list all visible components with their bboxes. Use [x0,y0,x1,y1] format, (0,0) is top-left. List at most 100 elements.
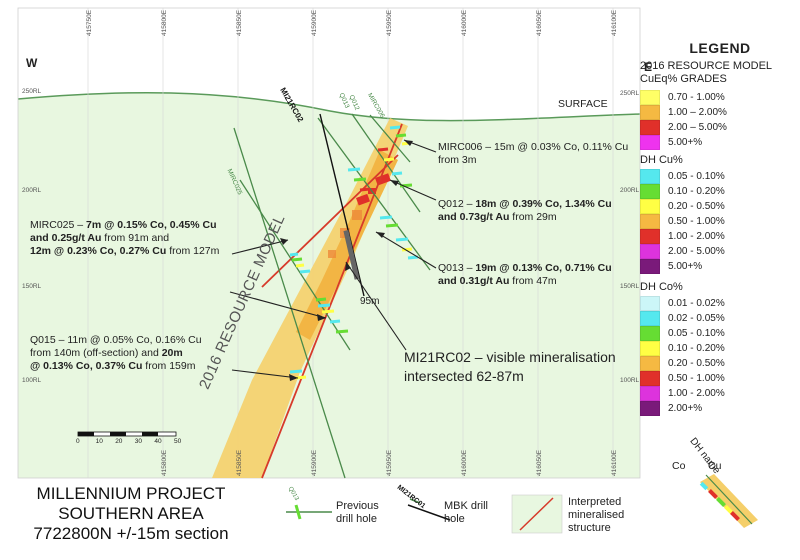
legend-cu-swatch [640,258,660,274]
legend-co-item-2: 0.05 - 0.10% [640,325,725,341]
scale-tick-0: 0 [76,438,80,445]
surface-line [17,91,641,122]
title-line1: MILLENNIUM PROJECT [36,484,226,503]
legend-cu-swatch [640,168,660,184]
legend-resource-title: 2016 RESOURCE MODEL [640,60,773,72]
easting-top-0: 415750E [86,9,93,36]
annotation-q012-bold1: 18m @ 0.39% Co, 1.34% Cu [475,198,612,210]
key-graphics [286,494,563,534]
legend-co-label: 0.50 - 1.00% [668,372,725,384]
annotation-mirc025-pre: MIRC025 – [30,219,87,231]
key-mbk-line2: hole [444,513,465,525]
legend-resource-item-2: 2.00 – 5.00% [640,119,727,135]
legend-co-label: 1.00 - 2.00% [668,387,725,399]
annotation-q015-post3: from 159m [142,360,196,372]
key-structure: Interpreted mineralised structure [568,496,624,535]
annotation-q013-post: from 47m [509,275,557,287]
west-label: W [26,56,38,70]
annotation-q015-bold2: 20m [161,347,183,359]
easting-bottom-3: 415950E [386,449,393,476]
annotation-q015-line1: Q015 – 11m @ 0.05% Co, 0.16% Cu [30,334,202,346]
legend-resource-label: 1.00 – 2.00% [668,106,727,118]
legend-resource-swatch [640,134,660,150]
annotation-q015-line2: from 140m (off-section) and [30,347,162,359]
depth-label-95m: 95m [360,296,380,307]
legend-co-item-4: 0.20 - 0.50% [640,355,725,371]
legend-co-swatch [640,325,660,341]
legend-co-item-5: 0.50 - 1.00% [640,370,725,386]
legend-co-label: 0.10 - 0.20% [668,342,725,354]
easting-bottom-6: 416100E [611,449,618,476]
rl-label-200-left: 200RL [22,187,42,194]
key-structure-line1: Interpreted [568,496,622,508]
annotation-mirc006-line1: MIRC006 – 15m @ 0.03% Co, 0.11% Cu [438,141,629,153]
legend-resource-swatch [640,89,660,105]
title-line3: 7722800N +/-15m section [33,524,229,543]
legend-co-swatch [640,340,660,356]
key-structure-line2: mineralised [568,509,625,521]
key-mbk-hole: MBK drill hole [444,500,488,526]
annotation-q015-bold3: @ 0.13% Co, 0.37% Cu [30,360,143,372]
annotation-mirc025-post2: from 91m and [101,232,170,244]
legend-cu-item-1: 0.10 - 0.20% [640,183,725,199]
leader-lines [229,139,437,379]
legend-resource-label: 5.00+% [668,136,703,148]
legend-dh-co: Co [672,460,686,472]
legend-co-swatch [640,295,660,311]
legend-cu-item-4: 1.00 - 2.00% [640,228,725,244]
annotation-q012-post: from 29m [509,211,557,223]
annotation-mirc025: MIRC025 – 7m @ 0.15% Co, 0.45% Cu and 0.… [30,219,219,258]
legend-co-label: 0.01 - 0.02% [668,297,725,309]
legend-co-item-6: 1.00 - 2.00% [640,385,725,401]
annotation-mi21rc02-line2: intersected 62-87m [404,368,524,384]
easting-bottom-4: 416000E [461,449,468,476]
easting-top-3: 415900E [311,9,318,36]
legend-co-label: 2.00+% [668,402,703,414]
key-structure-line3: structure [568,522,611,534]
rl-label-150-left: 150RL [22,283,42,290]
rl-label-250-left: 250RL [22,88,42,95]
legend-cu-label: 1.00 - 2.00% [668,230,725,242]
legend-cu-swatch [640,243,660,259]
key-previous-line1: Previous [336,500,379,512]
legend-co-label: 0.20 - 0.50% [668,357,725,369]
scale-tick-10: 10 [95,438,103,445]
annotation-mirc006-line2: from 3m [438,154,477,166]
legend-resource-sub: CuEq% GRADES [640,73,727,85]
legend-cu-label: 0.05 - 0.10% [668,170,725,182]
legend-resource-label: 0.70 - 1.00% [668,91,725,103]
legend-co-item-3: 0.10 - 0.20% [640,340,725,356]
hole-q012-trace [351,113,421,213]
annotation-q012: Q012 – 18m @ 0.39% Co, 1.34% Cu and 0.73… [438,198,612,224]
legend-cu-label: 0.50 - 1.00% [668,215,725,227]
annotation-mirc006: MIRC006 – 15m @ 0.03% Co, 0.11% Cu from … [438,141,628,167]
annotation-mirc025-bold3: 12m @ 0.23% Co, 0.27% Cu [30,245,167,257]
annotation-mirc025-post3: from 127m [166,245,220,257]
legend-co-swatch [640,385,660,401]
legend-co-swatch [640,355,660,371]
scale-tick-50: 50 [174,438,182,445]
legend-cu-item-6: 5.00+% [640,258,702,274]
surface-label: SURFACE [558,98,608,110]
legend-cu-label: 0.10 - 0.20% [668,185,725,197]
annotation-q013: Q013 – 19m @ 0.13% Co, 0.71% Cu and 0.31… [438,262,612,288]
annotation-mi21rc02-line1: MI21RC02 – visible mineralisation [404,349,616,365]
rl-label-100-right: 100RL [620,377,640,384]
legend-co-label: 0.02 - 0.05% [668,312,725,324]
legend-co-item-0: 0.01 - 0.02% [640,295,725,311]
dh-name-example [699,474,758,528]
annotation-q012-pre: Q012 – [438,198,476,210]
hole-mirc006-trace [369,114,411,163]
rl-label-150-right: 150RL [620,283,640,290]
legend-co-swatch [640,310,660,326]
legend-co-item-1: 0.02 - 0.05% [640,310,725,326]
legend-co-item-7: 2.00+% [640,400,703,416]
legend-resource-item-0: 0.70 - 1.00% [640,89,725,105]
rl-label-250-right: 250RL [620,90,640,97]
easting-top-2: 415850E [236,9,243,36]
easting-bottom-5: 416050E [536,449,543,476]
grid-lines [87,8,614,478]
rl-label-100-left: 100RL [22,377,42,384]
legend-cu-item-5: 2.00 - 5.00% [640,243,725,259]
hole-q013-trace [317,117,431,271]
